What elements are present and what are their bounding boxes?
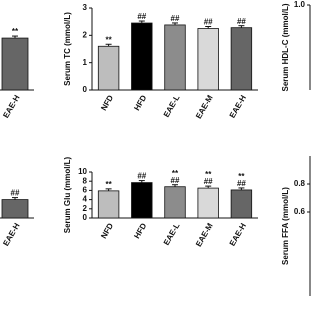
significance-mark: ##: [237, 179, 246, 188]
x-tick-label: EAE-H: [1, 93, 21, 119]
significance-mark: ##: [11, 189, 20, 198]
bar: [1, 37, 29, 91]
y-axis-label: Serum Glu (mmol/L): [63, 156, 72, 233]
significance-mark: **: [105, 35, 112, 44]
significance-mark: ##: [171, 176, 180, 185]
bar: [230, 189, 253, 219]
bar: [197, 28, 219, 91]
y-axis-label: Serum FFA (mmol/L): [281, 187, 290, 265]
significance-mark: ##: [137, 12, 146, 21]
x-tick-label: EAE-M: [194, 93, 215, 120]
y-tick-label: 2: [83, 30, 88, 39]
significance-mark: ##: [171, 14, 180, 23]
significance-mark: **: [12, 27, 19, 36]
bar: [131, 22, 153, 91]
significance-mark: **: [238, 172, 245, 181]
x-tick-label: EAE-L: [162, 93, 182, 118]
significance-mark: ##: [204, 18, 213, 27]
x-tick-label: HFD: [132, 93, 148, 112]
bar: [197, 187, 219, 219]
bar: [164, 24, 186, 91]
y-tick-label: 6: [83, 186, 88, 195]
x-tick-label: EAE-L: [162, 221, 182, 246]
y-tick-label: 1.0: [294, 0, 306, 9]
y-tick-label: 10: [78, 167, 87, 176]
bar: [164, 186, 186, 219]
y-tick-label: 2: [83, 204, 88, 213]
y-tick-label: 0.8: [294, 179, 306, 188]
y-tick-label: 0: [83, 213, 88, 222]
bar: [1, 199, 29, 219]
chart-panel: 0 1 2 3 Serum TC (mmol/L) ** NFD ## HFD ## EAE-L ##…: [63, 3, 258, 120]
x-tick-label: HFD: [132, 221, 148, 240]
bar: [97, 190, 120, 219]
y-tick-label: 3: [83, 3, 88, 12]
x-tick-label: EAE-H: [228, 221, 248, 247]
x-tick-label: NFD: [99, 221, 115, 240]
significance-mark: ##: [237, 17, 246, 26]
x-tick-label: EAE-M: [194, 221, 215, 248]
x-tick-label: EAE-H: [228, 93, 248, 119]
chart-panel: 0.6 0.8 Serum FFA (mmol/L): [281, 156, 311, 296]
y-axis-label: Serum TC (mmol/L): [63, 12, 72, 86]
significance-mark: ##: [204, 177, 213, 186]
y-tick-label: 1: [83, 58, 88, 67]
bar: [131, 182, 153, 219]
x-tick-label: EAE-H: [1, 221, 21, 247]
bar: [97, 45, 120, 91]
chart-panel: ## EAE-H: [0, 189, 34, 248]
significance-mark: ##: [137, 172, 146, 181]
x-tick-label: NFD: [99, 93, 115, 112]
significance-mark: **: [105, 180, 112, 189]
y-tick-label: 0: [83, 85, 88, 94]
bar: [230, 27, 253, 91]
significance-mark: **: [205, 170, 212, 179]
chart-panel: ** EAE-H: [0, 27, 34, 120]
y-tick-label: 0.6: [294, 207, 306, 216]
y-tick-label: 4: [83, 195, 88, 204]
y-axis-label: Serum HDL-C (mmol/L): [281, 3, 290, 91]
significance-mark: **: [172, 169, 179, 178]
chart-panel: 1.0 Serum HDL-C (mmol/L): [281, 0, 311, 92]
y-tick-label: 8: [83, 176, 88, 185]
